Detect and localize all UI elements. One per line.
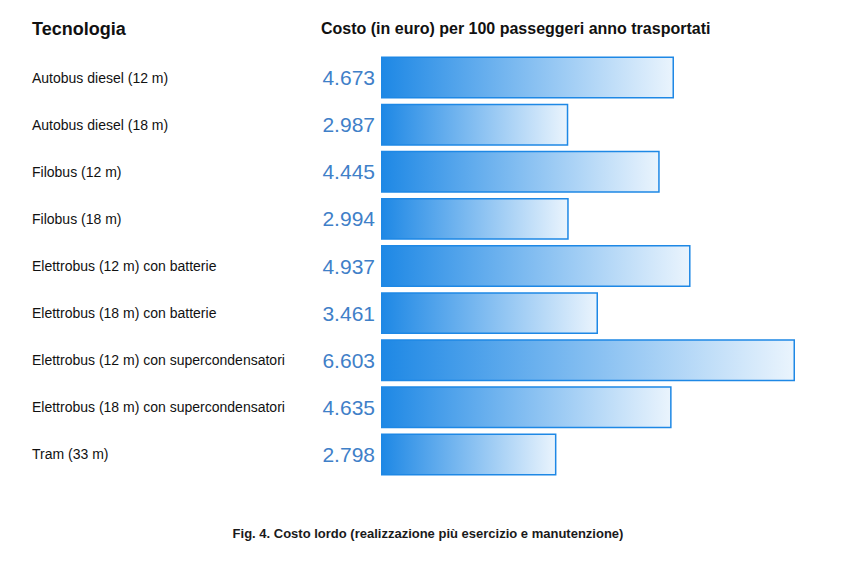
svg-text:Tram (33 m): Tram (33 m) <box>32 446 108 462</box>
svg-text:Elettrobus (12 m) con batterie: Elettrobus (12 m) con batterie <box>32 258 217 274</box>
svg-text:2.798: 2.798 <box>322 443 375 466</box>
svg-text:Elettrobus (18 m) con batterie: Elettrobus (18 m) con batterie <box>32 305 217 321</box>
svg-text:3.461: 3.461 <box>322 302 375 325</box>
svg-text:Elettrobus (18 m) con supercon: Elettrobus (18 m) con supercondensatori <box>32 399 285 415</box>
svg-text:4.635: 4.635 <box>322 396 375 419</box>
svg-text:2.994: 2.994 <box>322 207 375 230</box>
svg-text:Costo (in euro) per 100 passeg: Costo (in euro) per 100 passeggeri anno … <box>321 20 710 37</box>
svg-text:Fig. 4. Costo lordo (realizzaz: Fig. 4. Costo lordo (realizzazione più e… <box>233 526 624 541</box>
svg-text:Autobus diesel (18 m): Autobus diesel (18 m) <box>32 117 168 133</box>
svg-text:6.603: 6.603 <box>322 349 375 372</box>
svg-text:Elettrobus (12 m) con supercon: Elettrobus (12 m) con supercondensatori <box>32 352 285 368</box>
svg-text:Autobus diesel (12 m): Autobus diesel (12 m) <box>32 70 168 86</box>
svg-text:Filobus (12 m): Filobus (12 m) <box>32 164 121 180</box>
svg-text:Tecnologia: Tecnologia <box>32 19 127 39</box>
svg-text:4.937: 4.937 <box>322 255 375 278</box>
svg-text:2.987: 2.987 <box>322 113 375 136</box>
svg-text:4.673: 4.673 <box>322 66 375 89</box>
svg-text:4.445: 4.445 <box>322 160 375 183</box>
svg-text:Filobus (18 m): Filobus (18 m) <box>32 211 121 227</box>
